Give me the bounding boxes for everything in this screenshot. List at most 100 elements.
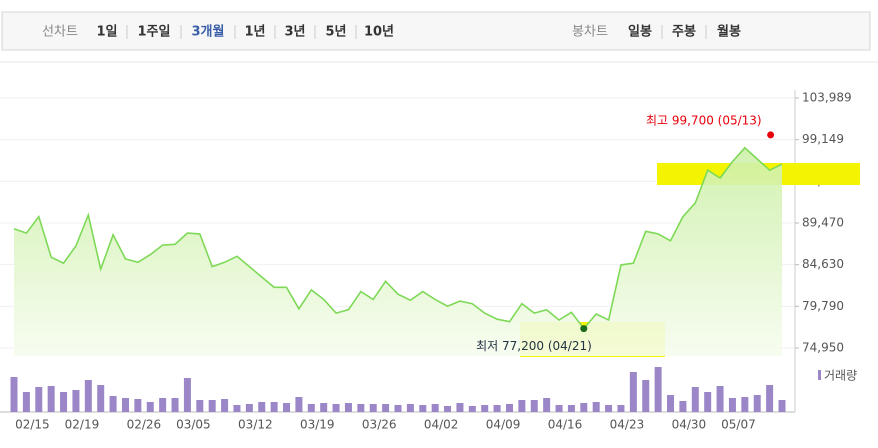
x-tick-label: 04/23 [610, 418, 645, 432]
volume-bar [505, 404, 513, 412]
volume-bar [444, 406, 452, 412]
volume-bar [468, 406, 476, 412]
x-tick-label: 03/12 [238, 418, 273, 432]
volume-bar [654, 367, 662, 412]
volume-bar [741, 397, 749, 412]
volume-bar [258, 402, 266, 412]
price-line [13, 146, 783, 330]
volume-bar [307, 404, 315, 412]
volume-bar [629, 372, 637, 412]
volume-bar [320, 403, 328, 412]
area [14, 147, 782, 356]
y-tick-label: 74,950 [802, 341, 844, 355]
volume-bar [431, 404, 439, 412]
x-tick-label: 04/02 [424, 418, 459, 432]
high-marker [767, 131, 775, 139]
volume-bar [196, 400, 204, 412]
volume-bar [72, 390, 80, 412]
volume-bar [605, 405, 613, 412]
volume-bar [295, 397, 303, 412]
candle-chart-label: 봉차트 [572, 25, 608, 40]
volume-bar [419, 405, 427, 412]
volume-bar [22, 392, 30, 412]
volume-bar [332, 404, 340, 412]
x-tick-label: 02/19 [65, 418, 100, 432]
period-tab[interactable]: 1년 [244, 25, 265, 40]
volume-bar [691, 387, 699, 412]
volume-bar [109, 396, 117, 412]
volume-bar [208, 400, 216, 412]
volume-bar [84, 380, 92, 412]
x-tick-label: 03/26 [362, 418, 397, 432]
high-label: 최고 99,700 (05/13) [646, 113, 762, 127]
volume-legend-swatch [818, 370, 821, 380]
volume-bar [283, 403, 291, 412]
volume-bar [171, 398, 179, 412]
plot: 74,95079,79084,63089,47094,30999,149103,… [0, 90, 860, 432]
volume-bar [617, 405, 625, 412]
volume-bar [530, 400, 538, 412]
volume-bar [357, 404, 365, 412]
volume-bar [121, 398, 129, 412]
line-chart-label: 선차트 [42, 25, 78, 40]
low-marker [580, 325, 588, 333]
volume-bar [35, 387, 43, 412]
volume-bar [567, 405, 575, 412]
volume-bar [369, 404, 377, 412]
volume-bar [159, 398, 167, 412]
y-tick-label: 84,630 [802, 257, 844, 271]
x-tick-label: 04/30 [672, 418, 707, 432]
volume-label: 거래량 [824, 369, 857, 383]
x-tick-label: 05/07 [721, 418, 756, 432]
volume-bar [555, 405, 563, 412]
x-tick-label: 04/09 [486, 418, 521, 432]
x-tick-label: 04/16 [548, 418, 583, 432]
period-tab[interactable]: 5년 [325, 25, 346, 40]
volume-bar [493, 405, 501, 412]
candle-tab[interactable]: 월봉 [717, 24, 741, 40]
volume-bar [667, 395, 675, 412]
volume-bar [233, 405, 241, 412]
volume-bar [60, 392, 68, 412]
period-tab[interactable]: 3년 [284, 25, 305, 40]
y-tick-label: 103,989 [802, 91, 852, 105]
volume-bar [728, 398, 736, 412]
volume-bar [716, 386, 724, 412]
volume-bar [382, 404, 390, 412]
volume-bar [134, 399, 142, 412]
volume-bar [518, 400, 526, 412]
candle-tab[interactable]: 일봉 [628, 25, 652, 40]
volume-bar [481, 405, 489, 412]
x-tick-label: 03/19 [300, 418, 335, 432]
volume-bar [679, 401, 687, 412]
low-label: 최저 77,200 (04/21) [476, 339, 592, 353]
x-tick-label: 02/15 [15, 418, 50, 432]
volume-bar [778, 400, 786, 412]
y-tick-label: 89,470 [802, 215, 844, 229]
period-tab[interactable]: 1주일 [138, 25, 171, 40]
volume-bar [753, 395, 761, 412]
volume-bar [245, 404, 253, 412]
period-tab[interactable]: 3개월 [192, 24, 225, 40]
volume-bar [704, 392, 712, 412]
volume-bar [97, 385, 105, 412]
volume-bar [221, 399, 229, 412]
volume-bar [580, 403, 588, 412]
toolbar [1, 11, 871, 51]
period-tab[interactable]: 10년 [364, 25, 394, 40]
volume-bar [47, 386, 55, 412]
candle-tab[interactable]: 주봉 [672, 25, 696, 40]
volume-bar [344, 403, 352, 412]
period-tab[interactable]: 1일 [96, 25, 117, 40]
volume-bar [766, 385, 774, 412]
volume-bar [183, 378, 191, 412]
y-tick-label: 79,790 [802, 299, 844, 313]
volume-bar [146, 402, 154, 412]
y-tick-label: 99,149 [802, 132, 844, 146]
volume-bar [456, 403, 464, 412]
volume-bar [592, 402, 600, 412]
volume-bar [543, 398, 551, 412]
volume-bar [270, 402, 278, 412]
x-tick-label: 03/05 [176, 418, 211, 432]
